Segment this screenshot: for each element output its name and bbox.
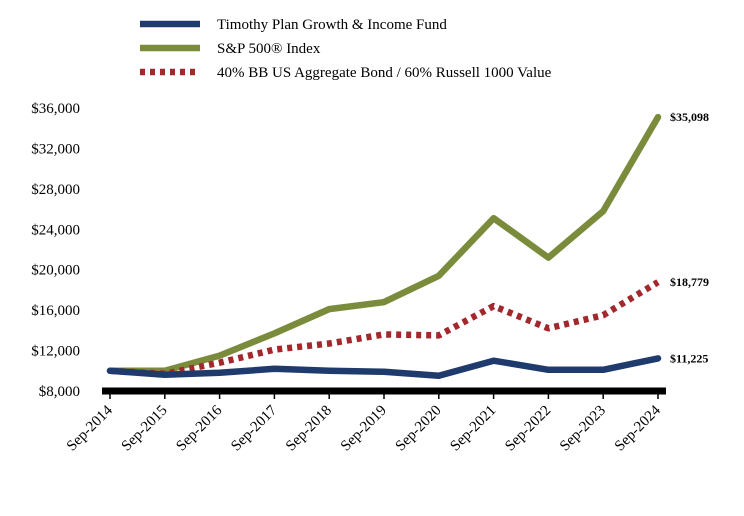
y-tick-label: $24,000 [31,222,80,238]
x-tick-label: Sep-2015 [119,403,171,455]
series-line-2 [109,279,660,378]
y-tick-label: $8,000 [39,384,80,400]
x-tick-label: Sep-2018 [283,403,335,455]
x-tick-label: Sep-2021 [447,403,499,455]
legend-label-2: 40% BB US Aggregate Bond / 60% Russell 1… [217,65,552,81]
series-line-0 [106,355,662,380]
x-tick-label: Sep-2022 [502,403,554,455]
y-tick-label: $20,000 [31,263,80,279]
x-tick-label: Sep-2023 [557,403,609,455]
y-tick-label: $12,000 [31,344,80,360]
end-labels: $11,225 $35,098 $18,779 [670,110,709,365]
x-tick-label: Sep-2016 [173,402,225,454]
end-value-label-1: $35,098 [670,110,709,124]
x-tick-label: Sep-2020 [393,403,445,455]
x-tick-label: Sep-2017 [228,402,280,454]
end-value-label-0: $11,225 [670,351,708,365]
y-tick-label: $32,000 [31,141,80,157]
legend-label-0: Timothy Plan Growth & Income Fund [217,17,447,33]
legend: Timothy Plan Growth & Income Fund S&P 500… [140,17,552,81]
x-tick-label: Sep-2014 [64,402,116,454]
end-value-label-2: $18,779 [670,275,709,289]
x-tick-label: Sep-2019 [338,403,390,455]
x-tick-label: Sep-2024 [612,402,664,454]
series-layer [106,113,662,380]
y-axis: $8,000 $12,000 $16,000 $20,000 $24,000 $28,00… [31,101,80,400]
legend-label-1: S&P 500® Index [217,41,321,57]
y-tick-label: $16,000 [31,303,80,319]
y-tick-label: $28,000 [31,182,80,198]
x-axis: Sep-2014 Sep-2015 Sep-2016 Sep-2017 Sep-2018… [64,387,666,455]
y-tick-label: $36,000 [31,101,80,117]
series-line-1 [106,113,662,375]
